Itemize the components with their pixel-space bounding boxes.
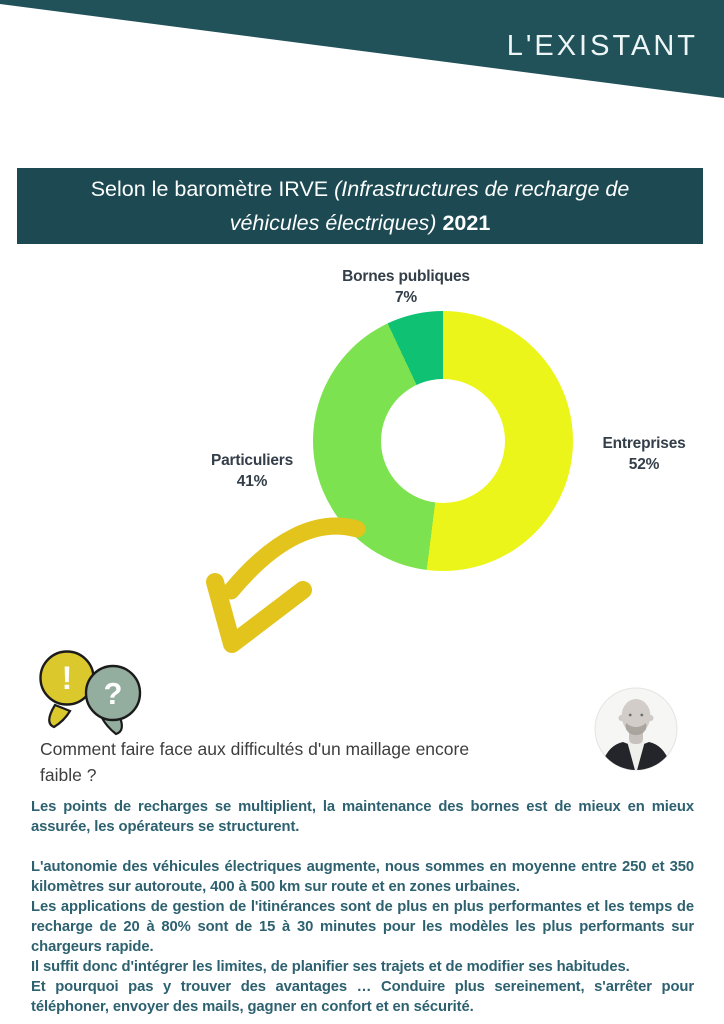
chart-label-particuliers: Particuliers 41% (152, 450, 352, 492)
question-glyph: ? (104, 676, 123, 711)
paragraph: Les applications de gestion de l'itinéra… (31, 899, 694, 955)
question-line-1: Comment faire face aux difficultés d'un … (40, 739, 470, 759)
paragraph: L'autonomie des véhicules électriques au… (31, 859, 694, 895)
chart-label-bornes-publiques: Bornes publiques 7% (306, 266, 506, 308)
body-text: Les points de recharges se multiplient, … (31, 797, 694, 1017)
title-banner: Selon le baromètre IRVE (Infrastructures… (17, 168, 703, 244)
chart-label-value: 52% (628, 456, 660, 473)
paragraph: Les points de recharges se multiplient, … (31, 799, 694, 835)
question-bubble-icon (84, 664, 142, 722)
speech-bubbles-icon: ! ? (39, 650, 142, 736)
curved-arrow-icon (206, 517, 366, 653)
question-text: Comment faire face aux difficultés d'un … (40, 736, 540, 788)
exclamation-glyph: ! (62, 660, 73, 696)
page-title: L'EXISTANT (506, 30, 698, 62)
chart-label-name: Bornes publiques (342, 268, 470, 285)
chart-label-entreprises: Entreprises 52% (544, 433, 724, 475)
chart-label-name: Particuliers (210, 452, 294, 469)
banner-text: Selon le baromètre IRVE (Infrastructures… (45, 172, 675, 240)
banner-text-italic: (Infrastructures de recharge de véhicule… (229, 177, 630, 235)
expert-avatar (594, 687, 678, 771)
chart-label-name: Entreprises (602, 435, 686, 452)
banner-text-year: 2021 (436, 211, 491, 235)
banner-text-normal: Selon le baromètre IRVE (90, 177, 335, 201)
paragraph: Et pourquoi pas y trouver des avantages … (31, 979, 694, 1015)
donut-chart-hole (381, 379, 505, 503)
chart-label-value: 7% (394, 289, 417, 306)
question-line-2: faible ? (40, 765, 97, 785)
chart-label-value: 41% (236, 473, 268, 490)
paragraph: Il suffit donc d'intégrer les limites, d… (31, 959, 630, 975)
